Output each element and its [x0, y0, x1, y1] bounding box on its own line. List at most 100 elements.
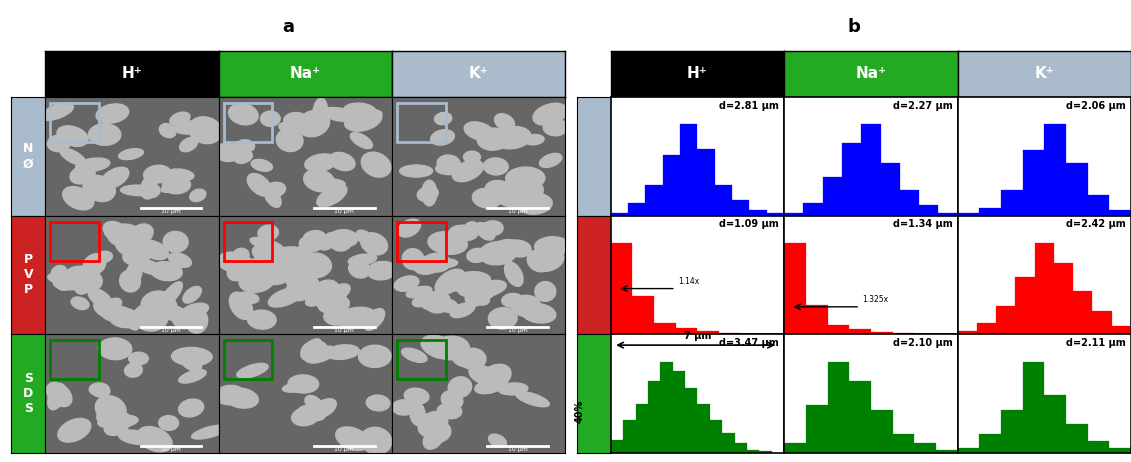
Ellipse shape — [319, 232, 338, 250]
Ellipse shape — [239, 268, 275, 292]
Ellipse shape — [170, 112, 190, 125]
Ellipse shape — [366, 395, 390, 411]
Ellipse shape — [179, 370, 206, 383]
Ellipse shape — [251, 258, 269, 275]
Ellipse shape — [119, 307, 139, 330]
Ellipse shape — [181, 354, 201, 371]
Ellipse shape — [304, 154, 337, 171]
Bar — [710, 420, 723, 453]
Ellipse shape — [251, 159, 273, 171]
Ellipse shape — [84, 254, 106, 275]
Text: 10 μm: 10 μm — [508, 447, 528, 451]
Ellipse shape — [230, 292, 252, 319]
Ellipse shape — [302, 259, 330, 278]
Bar — [611, 213, 628, 216]
Bar — [803, 202, 822, 216]
Ellipse shape — [150, 261, 182, 281]
Text: d=1.34 μm: d=1.34 μm — [892, 219, 952, 229]
Ellipse shape — [290, 377, 309, 390]
Bar — [1044, 395, 1065, 453]
Bar — [680, 124, 698, 216]
Ellipse shape — [398, 219, 421, 237]
Bar — [224, 340, 273, 379]
Ellipse shape — [300, 237, 322, 251]
Ellipse shape — [119, 149, 144, 160]
Bar — [805, 305, 828, 334]
Ellipse shape — [262, 182, 285, 198]
Ellipse shape — [312, 280, 339, 303]
Ellipse shape — [166, 238, 185, 251]
Ellipse shape — [343, 103, 377, 120]
Bar — [822, 176, 841, 216]
Ellipse shape — [98, 338, 132, 359]
Ellipse shape — [286, 267, 314, 289]
Ellipse shape — [304, 169, 335, 192]
Ellipse shape — [426, 301, 447, 313]
Text: K⁺: K⁺ — [1035, 67, 1054, 81]
Ellipse shape — [62, 187, 94, 210]
Ellipse shape — [437, 155, 460, 172]
Bar — [1022, 362, 1044, 453]
Ellipse shape — [457, 280, 476, 296]
Ellipse shape — [485, 181, 515, 201]
Ellipse shape — [53, 276, 87, 290]
Bar — [1054, 263, 1073, 334]
Ellipse shape — [181, 303, 208, 318]
Text: 10 μm: 10 μm — [161, 328, 181, 333]
Ellipse shape — [101, 167, 129, 189]
Bar — [849, 329, 871, 334]
Ellipse shape — [409, 402, 425, 426]
Ellipse shape — [183, 286, 201, 303]
Ellipse shape — [348, 260, 370, 278]
Ellipse shape — [424, 258, 458, 268]
Ellipse shape — [414, 255, 443, 274]
Bar — [1088, 441, 1110, 453]
Text: 10 μm: 10 μm — [335, 447, 354, 451]
Ellipse shape — [506, 167, 545, 189]
Ellipse shape — [402, 348, 428, 362]
Bar — [892, 433, 914, 453]
Bar — [623, 420, 636, 453]
Ellipse shape — [83, 176, 115, 201]
Ellipse shape — [169, 253, 191, 267]
Ellipse shape — [423, 253, 450, 272]
Bar — [51, 222, 100, 261]
Ellipse shape — [475, 379, 504, 394]
Ellipse shape — [317, 185, 347, 207]
Ellipse shape — [280, 255, 313, 277]
Ellipse shape — [248, 310, 276, 329]
Ellipse shape — [423, 428, 443, 449]
Ellipse shape — [89, 383, 110, 396]
Ellipse shape — [96, 104, 129, 123]
Ellipse shape — [433, 336, 469, 360]
Bar — [958, 448, 979, 453]
Bar — [397, 103, 446, 142]
Ellipse shape — [493, 186, 529, 207]
Ellipse shape — [132, 306, 158, 324]
Ellipse shape — [54, 270, 72, 290]
Bar — [1016, 277, 1035, 334]
Ellipse shape — [140, 176, 157, 199]
Bar — [958, 331, 977, 334]
Ellipse shape — [431, 130, 455, 145]
Ellipse shape — [448, 377, 472, 397]
Bar — [632, 296, 654, 334]
Ellipse shape — [144, 165, 171, 183]
Ellipse shape — [252, 245, 279, 264]
Bar — [881, 164, 900, 216]
Ellipse shape — [258, 225, 278, 241]
Ellipse shape — [159, 123, 176, 138]
Ellipse shape — [413, 296, 429, 307]
Ellipse shape — [98, 415, 138, 428]
Ellipse shape — [228, 103, 258, 125]
Bar — [805, 405, 828, 453]
Ellipse shape — [261, 270, 288, 285]
Ellipse shape — [305, 345, 321, 355]
Ellipse shape — [326, 345, 360, 359]
Ellipse shape — [248, 174, 271, 196]
Ellipse shape — [224, 388, 258, 408]
Bar — [1112, 326, 1131, 334]
Ellipse shape — [361, 233, 388, 255]
Ellipse shape — [172, 347, 213, 365]
Ellipse shape — [434, 113, 451, 125]
